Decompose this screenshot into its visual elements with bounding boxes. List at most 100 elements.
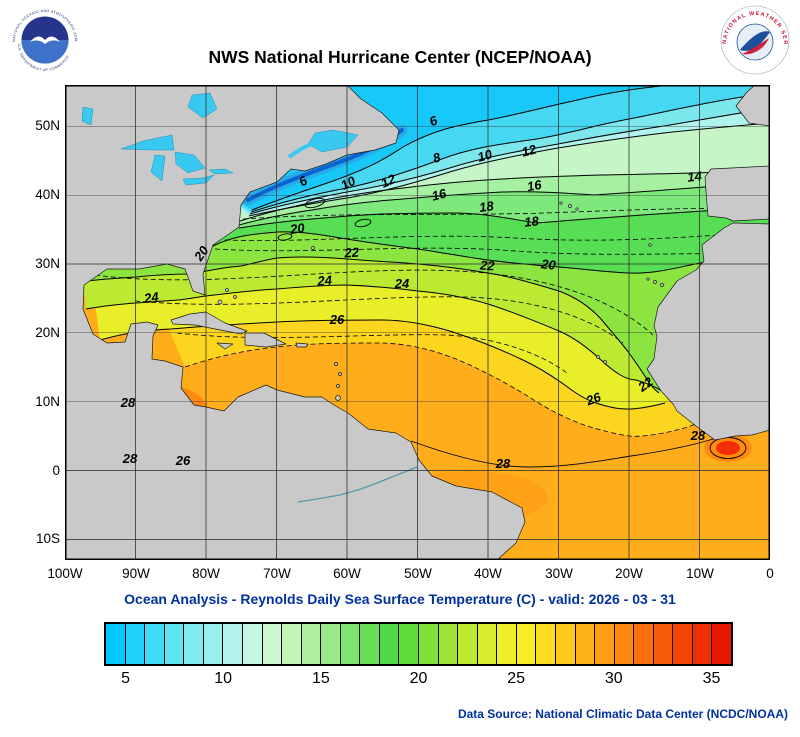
nws-emblem-wave bbox=[740, 31, 770, 51]
contour-label: 18 bbox=[478, 198, 495, 215]
noaa-emblem-ocean bbox=[21, 40, 69, 64]
colorbar-tick-label: 10 bbox=[214, 670, 233, 687]
colorbar-segment bbox=[145, 624, 165, 664]
contour-label: 26 bbox=[583, 389, 603, 409]
gulf-of-st-lawrence bbox=[307, 129, 359, 153]
colorbar-tick-label: 25 bbox=[507, 670, 526, 687]
lat-tick-label: 50N bbox=[35, 118, 60, 133]
lon-tick-label: 0 bbox=[766, 566, 774, 581]
colorbar-segment bbox=[477, 624, 498, 664]
lake-winnipeg bbox=[81, 106, 94, 126]
contour-label: 16 bbox=[430, 185, 448, 203]
contour-label: 28 bbox=[495, 456, 511, 471]
data-source: Data Source: National Climatic Data Cent… bbox=[457, 707, 788, 721]
landmasses bbox=[65, 85, 770, 560]
contour-label: 16 bbox=[526, 177, 544, 194]
colorbar-segment bbox=[262, 624, 283, 664]
lat-tick-label: 10S bbox=[35, 531, 60, 546]
colorbar-segment bbox=[673, 624, 693, 664]
colorbar-segment bbox=[595, 624, 615, 664]
amazon-river bbox=[297, 466, 418, 503]
nws-emblem-red-swoosh bbox=[742, 38, 769, 55]
st-lawrence-river bbox=[287, 138, 321, 159]
colorbar-segment bbox=[438, 624, 459, 664]
james-bay bbox=[187, 92, 218, 119]
colorbar-segment bbox=[164, 624, 185, 664]
colorbar-segment bbox=[184, 624, 204, 664]
small-islands bbox=[217, 201, 664, 401]
lon-tick-label: 20W bbox=[615, 566, 643, 581]
lon-tick-label: 70W bbox=[263, 566, 291, 581]
nws-logo-icon: NATIONAL WEATHER SERVICE bbox=[720, 5, 790, 75]
colorbar-segment bbox=[634, 624, 654, 664]
colorbar-segment bbox=[301, 624, 322, 664]
colorbar-segment bbox=[242, 624, 263, 664]
contour-label: 26 bbox=[329, 312, 345, 327]
lake-ontario bbox=[208, 168, 234, 175]
land-british-isles bbox=[735, 85, 770, 127]
colorbar-segment bbox=[692, 624, 713, 664]
colorbar-tick-label: 20 bbox=[409, 670, 428, 687]
lon-tick-label: 40W bbox=[474, 566, 502, 581]
contour-label: 10 bbox=[476, 146, 495, 165]
colorbar-segments bbox=[106, 624, 731, 664]
colorbar-segment bbox=[555, 624, 576, 664]
contour-label: 20 bbox=[288, 220, 306, 237]
colorbar-segment bbox=[106, 624, 126, 664]
colorbar-tick-label: 35 bbox=[702, 670, 721, 687]
colorbar-segment bbox=[399, 624, 419, 664]
noaa-logo: NATIONAL OCEANIC AND ATMOSPHERIC ADMINIS… bbox=[10, 5, 80, 75]
lon-tick-label: 50W bbox=[404, 566, 432, 581]
lon-tick-label: 90W bbox=[122, 566, 150, 581]
colorbar-segment bbox=[203, 624, 224, 664]
colorbar-tick-label: 15 bbox=[311, 670, 330, 687]
lon-tick-label: 80W bbox=[192, 566, 220, 581]
colorbar-segment bbox=[125, 624, 146, 664]
nws-logo: NATIONAL WEATHER SERVICE bbox=[720, 5, 790, 75]
lon-tick-label: 60W bbox=[333, 566, 361, 581]
lon-tick-label: 10W bbox=[686, 566, 714, 581]
lon-tick-label: 100W bbox=[47, 566, 83, 581]
lat-tick-label: 20N bbox=[35, 325, 60, 340]
land-africa bbox=[646, 222, 770, 441]
contour-label: 22 bbox=[479, 257, 496, 273]
colorbar-tick-label: 30 bbox=[604, 670, 623, 687]
noaa-seagull-icon bbox=[30, 36, 60, 44]
lat-tick-label: 10N bbox=[35, 394, 60, 409]
contour-label: 24 bbox=[316, 272, 333, 288]
lake-huron bbox=[174, 151, 206, 174]
contour-label: 22 bbox=[343, 244, 360, 260]
colorbar-segment bbox=[360, 624, 380, 664]
colorbar-segment bbox=[321, 624, 341, 664]
colorbar-segment bbox=[419, 624, 439, 664]
page-title: NWS National Hurricane Center (NCEP/NOAA… bbox=[208, 47, 592, 67]
noaa-logo-icon: NATIONAL OCEANIC AND ATMOSPHERIC ADMINIS… bbox=[11, 6, 79, 74]
colorbar-segment bbox=[497, 624, 517, 664]
land-americas bbox=[65, 85, 526, 560]
colorbar-segment bbox=[536, 624, 556, 664]
contour-label: 24 bbox=[394, 276, 410, 291]
map-frame bbox=[65, 85, 770, 560]
lake-superior bbox=[120, 134, 175, 151]
graticule bbox=[65, 85, 770, 560]
contour-label: 24 bbox=[142, 289, 160, 306]
contour-label: 12 bbox=[379, 171, 399, 191]
land-iberia bbox=[704, 165, 770, 222]
contour-label: 28 bbox=[690, 428, 706, 443]
colorbar-segment bbox=[340, 624, 361, 664]
contour-label: 12 bbox=[520, 141, 538, 159]
colorbar-segment bbox=[575, 624, 596, 664]
colorbar-segment bbox=[282, 624, 302, 664]
colorbar-segment bbox=[712, 624, 731, 664]
colorbar-segment bbox=[653, 624, 674, 664]
contour-label: 10 bbox=[338, 173, 358, 193]
island-puerto-rico bbox=[295, 342, 309, 348]
colorbar-segment bbox=[516, 624, 537, 664]
colorbar bbox=[104, 622, 733, 666]
lat-tick-label: 0 bbox=[52, 463, 60, 478]
contour-label: 20 bbox=[539, 256, 557, 273]
contour-label: 26 bbox=[175, 453, 191, 468]
